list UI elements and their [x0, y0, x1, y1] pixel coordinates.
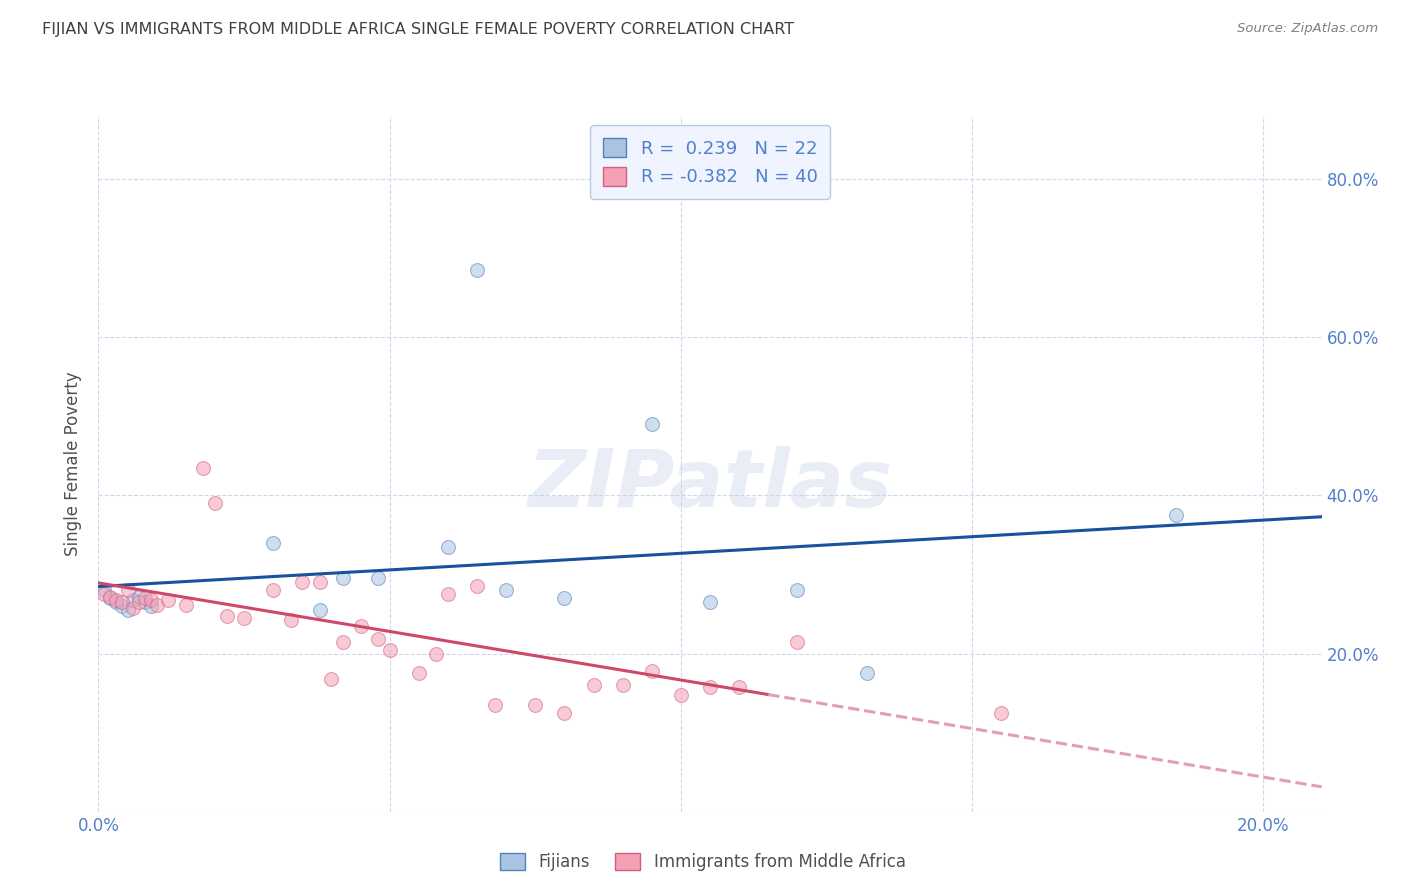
- Point: [367, 632, 389, 647]
- Point: [215, 608, 238, 623]
- Point: [93, 587, 115, 601]
- Point: [262, 583, 284, 598]
- Point: [378, 642, 401, 657]
- Point: [582, 678, 605, 692]
- Point: [308, 575, 330, 590]
- Y-axis label: Single Female Poverty: Single Female Poverty: [65, 372, 83, 556]
- Point: [990, 706, 1012, 720]
- Point: [128, 595, 150, 609]
- Point: [117, 603, 139, 617]
- Point: [425, 647, 447, 661]
- Point: [291, 575, 314, 590]
- Point: [262, 536, 284, 550]
- Point: [669, 688, 692, 702]
- Point: [465, 579, 488, 593]
- Legend: Fijians, Immigrants from Middle Africa: Fijians, Immigrants from Middle Africa: [492, 845, 914, 880]
- Point: [93, 583, 115, 598]
- Point: [553, 706, 575, 720]
- Point: [139, 599, 162, 614]
- Point: [465, 263, 488, 277]
- Point: [122, 592, 145, 607]
- Point: [111, 595, 134, 609]
- Point: [437, 540, 460, 554]
- Point: [332, 572, 354, 586]
- Point: [408, 666, 430, 681]
- Point: [437, 587, 460, 601]
- Point: [233, 611, 256, 625]
- Point: [134, 591, 156, 606]
- Point: [699, 595, 721, 609]
- Point: [193, 460, 215, 475]
- Point: [117, 583, 139, 598]
- Point: [367, 572, 389, 586]
- Point: [280, 614, 302, 628]
- Point: [1164, 508, 1187, 523]
- Text: FIJIAN VS IMMIGRANTS FROM MIDDLE AFRICA SINGLE FEMALE POVERTY CORRELATION CHART: FIJIAN VS IMMIGRANTS FROM MIDDLE AFRICA …: [42, 22, 794, 37]
- Legend: R =  0.239   N = 22, R = -0.382   N = 40: R = 0.239 N = 22, R = -0.382 N = 40: [591, 125, 830, 199]
- Point: [641, 417, 664, 432]
- Text: Source: ZipAtlas.com: Source: ZipAtlas.com: [1237, 22, 1378, 36]
- Point: [524, 698, 547, 712]
- Point: [139, 592, 162, 607]
- Point: [321, 672, 343, 686]
- Point: [204, 496, 226, 510]
- Point: [128, 590, 150, 604]
- Point: [699, 680, 721, 694]
- Point: [332, 634, 354, 648]
- Point: [134, 595, 156, 609]
- Point: [174, 598, 197, 612]
- Point: [98, 591, 121, 606]
- Point: [553, 591, 575, 606]
- Point: [495, 583, 517, 598]
- Point: [308, 603, 330, 617]
- Point: [111, 599, 134, 614]
- Point: [157, 592, 180, 607]
- Point: [484, 698, 506, 712]
- Point: [98, 590, 121, 604]
- Point: [786, 583, 808, 598]
- Point: [349, 619, 371, 633]
- Point: [856, 666, 879, 681]
- Point: [728, 680, 751, 694]
- Point: [612, 678, 634, 692]
- Point: [145, 598, 167, 612]
- Point: [122, 600, 145, 615]
- Text: ZIPatlas: ZIPatlas: [527, 446, 893, 524]
- Point: [104, 592, 127, 607]
- Point: [786, 634, 808, 648]
- Point: [641, 664, 664, 678]
- Point: [104, 595, 127, 609]
